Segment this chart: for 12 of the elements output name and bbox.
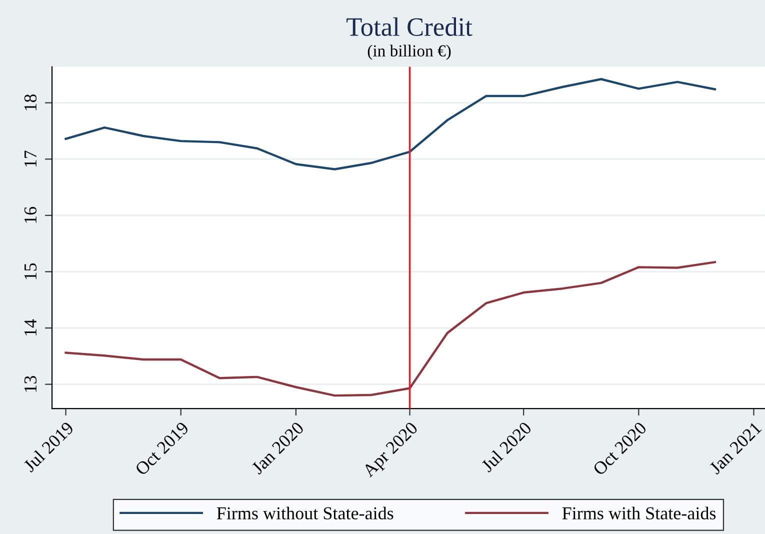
- y-tick-label: 14: [24, 319, 36, 336]
- y-tick-label: 16: [24, 206, 37, 223]
- y-tick-label: 13: [24, 376, 37, 392]
- legend-label: Firms with State-aids: [562, 506, 716, 520]
- y-tick-label: 17: [24, 150, 36, 167]
- line-series: [64, 78, 716, 170]
- legend-label: Firms without State-aids: [216, 506, 394, 520]
- y-tick-label: 18: [24, 94, 37, 110]
- y-tick-label: 15: [24, 263, 37, 280]
- chart-subtitle: (in billion €): [368, 44, 451, 60]
- line-series: [64, 261, 716, 397]
- chart-title: Total Credit: [346, 17, 472, 36]
